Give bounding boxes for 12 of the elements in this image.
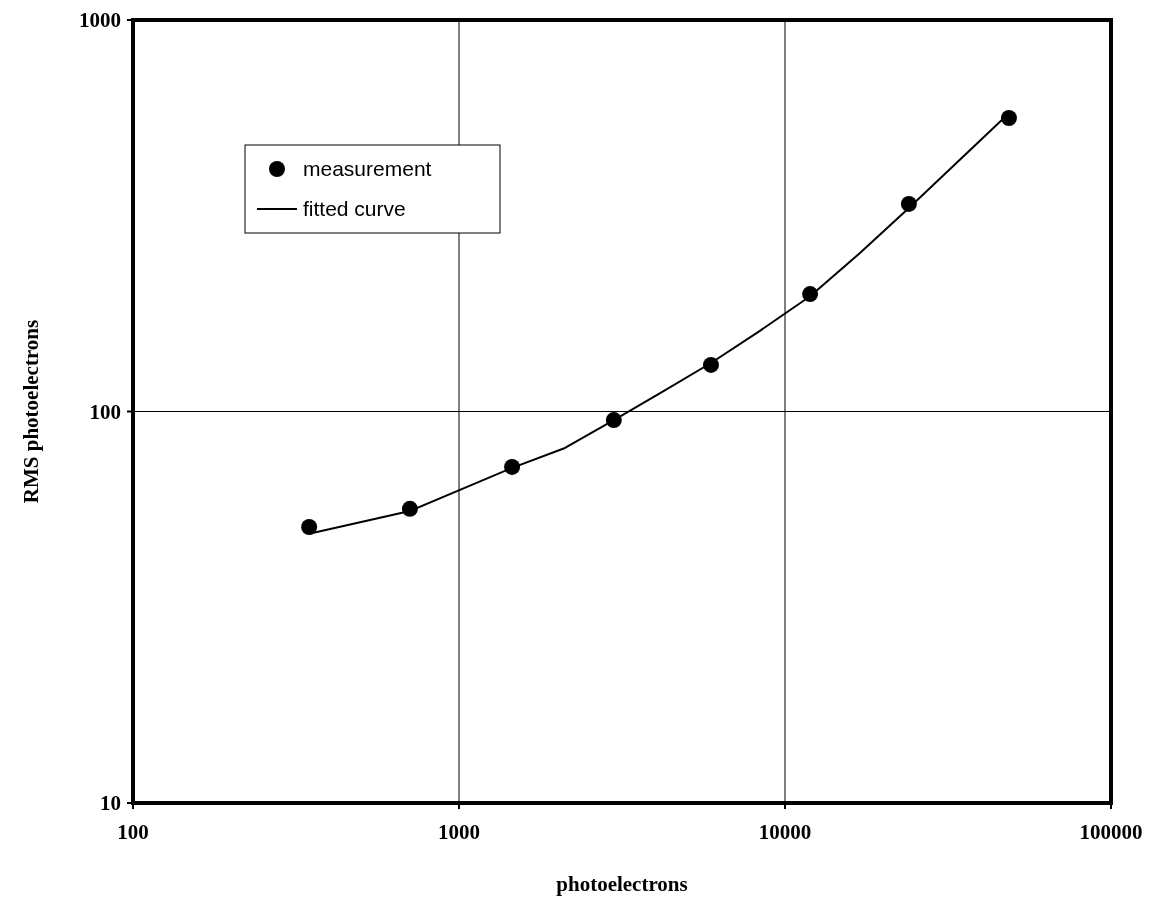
x-tick-label: 10000 [758, 820, 812, 844]
x-tick-label: 100000 [1079, 820, 1143, 844]
y-tick-label: 10 [100, 791, 121, 815]
legend-label: fitted curve [303, 197, 406, 220]
x-axis-title: photoelectrons [556, 872, 688, 896]
y-tick-label: 100 [89, 399, 121, 424]
point [301, 518, 318, 535]
legend-label: measurement [303, 157, 432, 180]
y-tick-label: 1000 [79, 8, 121, 32]
x-tick-label: 100 [117, 820, 149, 844]
x-tick-label: 1000 [438, 820, 480, 844]
y-axis-title: RMS photoelectrons [19, 319, 43, 504]
